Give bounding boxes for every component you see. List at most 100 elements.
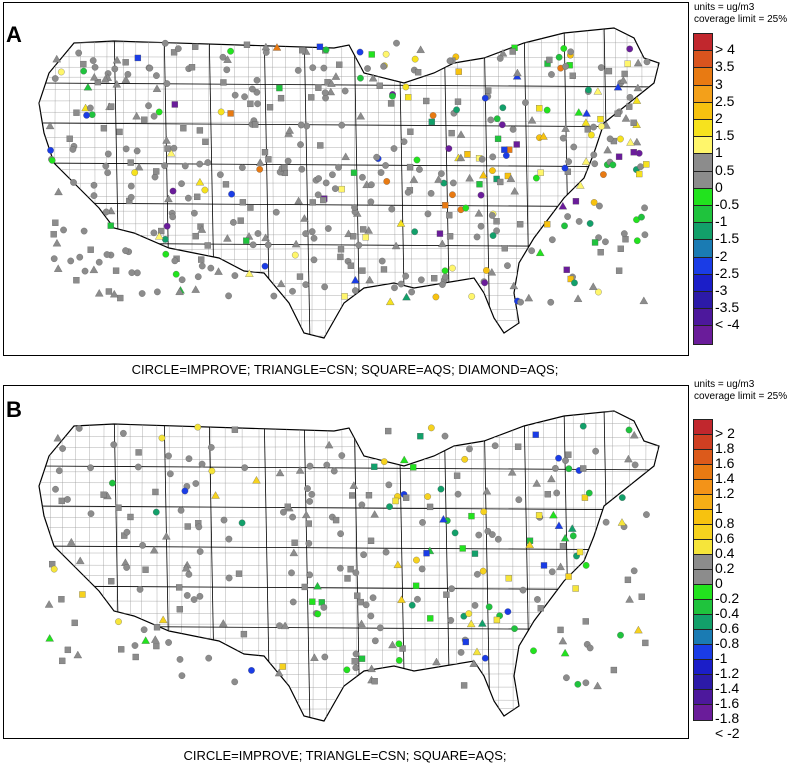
station-marker <box>565 158 572 165</box>
station-marker <box>289 598 297 606</box>
station-marker <box>303 122 311 130</box>
station-marker <box>79 591 86 598</box>
station-marker <box>626 103 633 110</box>
station-marker <box>336 564 344 572</box>
station-marker <box>582 109 591 117</box>
station-marker <box>483 267 490 274</box>
units-b: units = ug/m3 coverage limit = 25% <box>694 379 787 403</box>
station-marker <box>449 264 456 272</box>
station-marker <box>231 678 239 686</box>
station-marker <box>581 157 591 165</box>
station-marker <box>324 225 332 232</box>
station-marker <box>565 465 573 473</box>
station-marker <box>88 111 96 119</box>
station-marker <box>532 479 542 487</box>
station-marker <box>402 292 411 301</box>
station-marker <box>207 444 215 451</box>
station-marker <box>314 610 322 618</box>
station-marker <box>432 293 440 301</box>
legend-label: < -2 <box>715 725 740 741</box>
station-marker <box>371 637 379 645</box>
station-marker <box>393 560 403 568</box>
station-marker <box>231 426 239 433</box>
station-marker <box>446 233 454 240</box>
station-marker <box>352 664 360 672</box>
station-marker <box>202 138 209 145</box>
station-marker <box>134 162 144 171</box>
station-marker <box>341 152 350 160</box>
station-marker <box>481 94 489 102</box>
station-marker <box>591 239 599 246</box>
station-marker <box>519 586 527 594</box>
station-marker <box>352 650 360 658</box>
station-marker <box>308 94 315 101</box>
station-marker <box>540 562 548 569</box>
station-marker <box>442 273 449 281</box>
station-marker <box>567 275 574 283</box>
station-marker <box>562 63 569 70</box>
station-marker <box>64 496 71 503</box>
station-marker <box>371 463 378 470</box>
legend-label: 0.2 <box>715 560 735 576</box>
station-marker <box>80 227 88 235</box>
station-marker <box>58 497 65 505</box>
station-marker <box>573 294 583 302</box>
station-marker <box>591 160 599 168</box>
legend-label: > 2 <box>715 425 735 441</box>
station-marker <box>411 55 419 63</box>
station-marker <box>636 170 643 178</box>
station-marker <box>140 626 148 634</box>
station-marker <box>624 576 632 584</box>
station-marker <box>349 492 356 499</box>
station-marker <box>460 682 468 689</box>
station-marker <box>477 191 485 199</box>
station-marker <box>83 111 90 119</box>
station-marker <box>442 202 449 209</box>
station-marker <box>306 462 314 470</box>
station-marker <box>388 205 396 213</box>
station-marker <box>602 238 609 246</box>
station-marker <box>309 598 316 605</box>
station-marker <box>427 424 435 432</box>
station-marker <box>341 87 349 95</box>
station-marker <box>593 87 603 95</box>
station-marker <box>80 67 87 75</box>
station-marker <box>643 58 651 66</box>
station-marker <box>276 279 286 288</box>
station-marker <box>532 431 539 438</box>
station-marker <box>560 533 570 542</box>
station-marker <box>370 510 379 518</box>
station-marker <box>149 545 159 554</box>
station-marker <box>100 491 107 498</box>
station-marker <box>89 57 97 64</box>
station-marker <box>365 492 373 499</box>
station-marker <box>382 162 389 169</box>
station-marker <box>336 61 343 68</box>
station-marker <box>161 162 168 170</box>
station-marker <box>488 212 496 219</box>
station-marker <box>441 432 449 440</box>
station-marker <box>385 427 392 435</box>
station-marker <box>256 165 264 173</box>
station-marker <box>301 583 308 591</box>
station-marker <box>219 53 227 61</box>
station-marker <box>429 112 437 119</box>
station-marker <box>321 653 329 661</box>
units-a-line2: coverage limit = 25% <box>694 14 788 25</box>
station-marker <box>561 164 569 172</box>
legend-label: -0.2 <box>715 590 740 606</box>
station-marker <box>181 563 191 572</box>
station-marker <box>481 654 489 662</box>
station-marker <box>133 147 141 155</box>
station-marker <box>597 64 605 71</box>
station-marker <box>347 262 355 269</box>
legend-label: -3.5 <box>715 299 740 316</box>
station-marker <box>575 218 583 225</box>
station-marker <box>284 503 291 510</box>
station-marker <box>80 60 87 68</box>
station-marker <box>555 53 563 61</box>
station-marker <box>247 100 254 108</box>
station-marker <box>297 121 305 129</box>
station-marker <box>162 250 170 258</box>
station-marker <box>323 461 331 469</box>
